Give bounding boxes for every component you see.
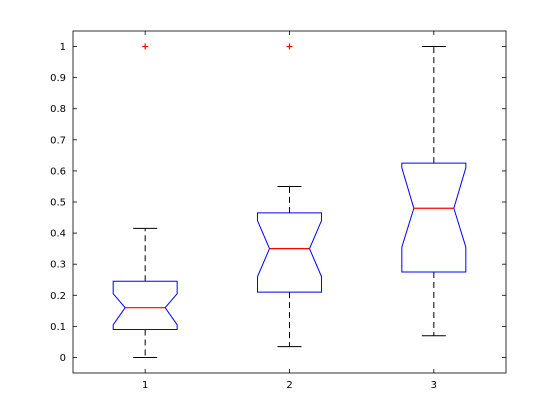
- y-tick-label: 0.2: [50, 291, 66, 302]
- x-tick-label: 1: [142, 380, 148, 391]
- notched-box: [112, 280, 178, 330]
- box-3: [401, 46, 467, 337]
- y-tick-label: 0.4: [50, 229, 66, 240]
- x-axis-ticks: 1 2 3: [142, 31, 437, 391]
- x-tick-label: 3: [431, 380, 437, 391]
- box-2: [257, 43, 322, 348]
- x-tick-label: 2: [286, 380, 292, 391]
- y-tick-label: 0.6: [50, 166, 66, 177]
- y-axis-ticks: 0 0.1 0.2 0.3 0.4 0.5 0.6 0.7 0.8 0.9 1: [50, 42, 506, 364]
- box-series: [112, 43, 467, 358]
- outlier-marker: [286, 43, 293, 50]
- y-tick-label: 0.1: [50, 322, 66, 333]
- y-tick-label: 0.8: [50, 104, 66, 115]
- outlier-marker: [142, 43, 149, 50]
- y-tick-label: 1: [60, 42, 66, 53]
- y-tick-label: 0: [60, 353, 66, 364]
- notched-box: [401, 162, 467, 273]
- y-tick-label: 0.3: [50, 260, 66, 271]
- y-tick-label: 0.7: [50, 135, 66, 146]
- y-tick-label: 0.9: [50, 73, 66, 84]
- y-tick-label: 0.5: [50, 198, 66, 209]
- box-1: [112, 43, 178, 358]
- notched-box: [257, 212, 322, 293]
